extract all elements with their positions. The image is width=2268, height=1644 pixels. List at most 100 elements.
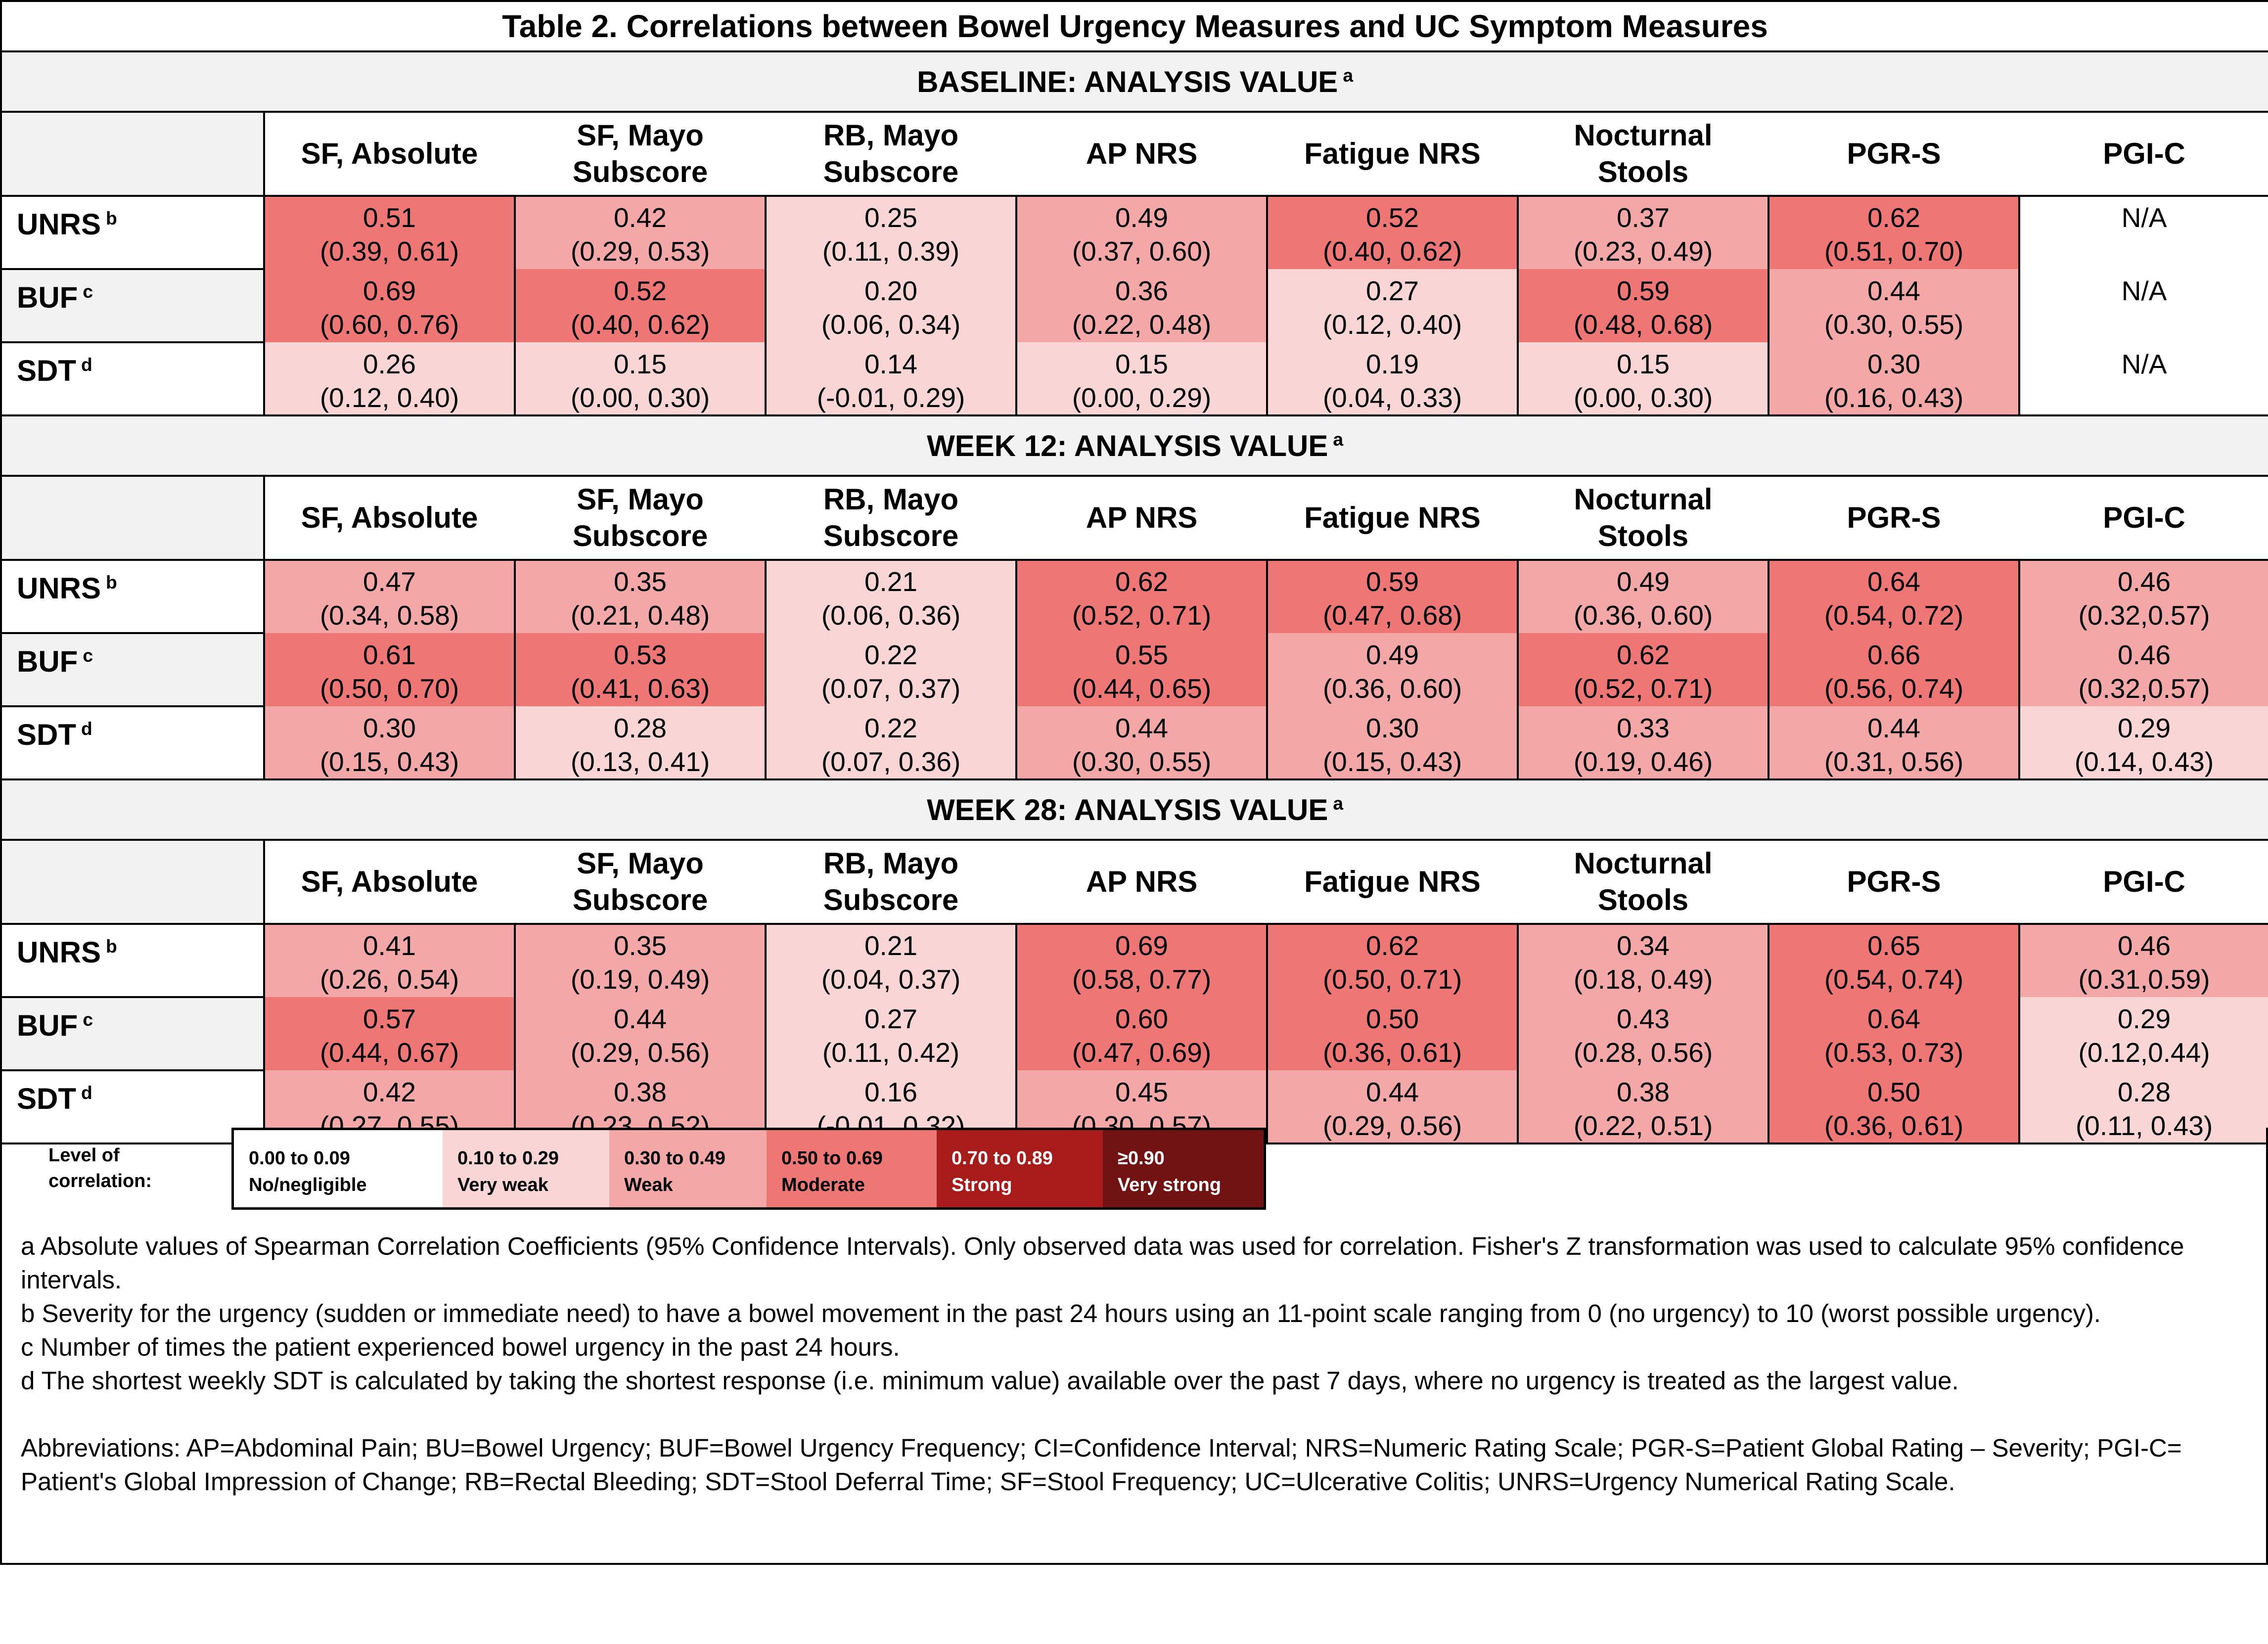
correlation-cell: 0.15 (0.00, 0.30) — [1517, 342, 1769, 416]
row-label: UNRS b — [0, 559, 265, 634]
confidence-interval: (0.12, 0.40) — [1322, 309, 1462, 340]
table-row: SDT d 0.30 (0.15, 0.43) 0.28 (0.13, 0.41) 0.22… — [0, 705, 2268, 780]
correlation-cell: 0.44 (0.29, 0.56) — [1266, 1070, 1519, 1144]
confidence-interval: (0.36, 0.60) — [1573, 600, 1713, 631]
column-header: Fatigue NRS — [1267, 111, 1518, 197]
correlation-cell: 0.59 (0.47, 0.68) — [1266, 559, 1519, 633]
footnote: a Absolute values of Spearman Correlatio… — [21, 1232, 2184, 1294]
correlation-value: 0.64 — [1867, 566, 1921, 597]
column-header: Fatigue NRS — [1267, 475, 1518, 561]
section-header-row: WEEK 12: ANALYSIS VALUE a — [0, 414, 2268, 477]
column-header: Nocturnal Stools — [1518, 475, 1769, 561]
correlation-cell: 0.20 (0.06, 0.34) — [765, 269, 1017, 342]
correlation-cell: 0.62 (0.51, 0.70) — [1768, 195, 2020, 269]
correlation-cell: 0.29 (0.12,0.44) — [2018, 997, 2268, 1070]
table-row: BUF c 0.57 (0.44, 0.67) 0.44 (0.29, 0.56) 0.27… — [0, 996, 2268, 1071]
correlation-cell: 0.34 (0.18, 0.49) — [1517, 923, 1769, 997]
correlation-value: 0.38 — [1616, 1077, 1670, 1107]
row-label: UNRS b — [0, 923, 265, 998]
correlation-cell: 0.53 (0.41, 0.63) — [514, 633, 767, 706]
row-label: SDT d — [0, 341, 265, 416]
footnotes: a Absolute values of Spearman Correlatio… — [0, 1219, 2268, 1565]
correlation-value: 0.59 — [1365, 566, 1419, 597]
correlation-cell: N/A — [2018, 269, 2268, 342]
correlation-cell: N/A — [2018, 342, 2268, 416]
row-label-footnote-mark: c — [83, 1008, 93, 1030]
correlation-value: 0.41 — [363, 930, 416, 961]
row-label-text: SDT — [17, 354, 76, 387]
correlation-value: 0.29 — [2118, 713, 2171, 743]
confidence-interval: (0.39, 0.61) — [319, 236, 459, 267]
correlation-value: 0.21 — [864, 566, 918, 597]
confidence-interval: (0.58, 0.77) — [1072, 964, 1212, 995]
column-header: PGR-S — [1769, 475, 2019, 561]
confidence-interval: (0.34, 0.58) — [319, 600, 459, 631]
confidence-interval: (0.56, 0.74) — [1824, 673, 1964, 704]
correlation-cell: 0.59 (0.48, 0.68) — [1517, 269, 1769, 342]
correlation-value: 0.45 — [1115, 1077, 1169, 1107]
column-header-line: RB, Mayo — [823, 483, 959, 516]
column-header-line: Stools — [1597, 155, 1689, 188]
legend-level-label: Weak — [624, 1175, 673, 1195]
correlation-cell: 0.65 (0.54, 0.74) — [1768, 923, 2020, 997]
column-header-line: PGI-C — [2103, 865, 2185, 898]
column-header-line: Nocturnal — [1574, 483, 1713, 516]
correlation-value: 0.43 — [1616, 1004, 1670, 1034]
row-label-text: BUF — [17, 1009, 78, 1042]
correlation-value: 0.20 — [864, 275, 918, 306]
correlation-cell: 0.55 (0.44, 0.65) — [1015, 633, 1268, 706]
table-row: BUF c 0.61 (0.50, 0.70) 0.53 (0.41, 0.63) 0.22… — [0, 632, 2268, 707]
correlation-cell: 0.30 (0.16, 0.43) — [1768, 342, 2020, 416]
legend-title: Level of correlation: — [48, 1142, 152, 1194]
correlation-cell: 0.46 (0.31,0.59) — [2018, 923, 2268, 997]
column-header: Nocturnal Stools — [1518, 839, 1769, 925]
correlation-cell: 0.26 (0.12, 0.40) — [263, 342, 516, 416]
confidence-interval: (0.32,0.57) — [2078, 600, 2210, 631]
header-corner-cell — [0, 839, 265, 925]
correlation-cell: 0.38 (0.22, 0.51) — [1517, 1070, 1769, 1144]
column-header-line: RB, Mayo — [823, 119, 959, 152]
column-header: RB, Mayo Subscore — [766, 475, 1016, 561]
column-header-line: SF, Mayo — [577, 119, 704, 152]
correlation-cell: 0.46 (0.32,0.57) — [2018, 559, 2268, 633]
confidence-interval: (0.11, 0.43) — [2075, 1110, 2213, 1141]
confidence-interval: (0.26, 0.54) — [319, 964, 459, 995]
correlation-value: 0.44 — [1867, 275, 1921, 306]
correlation-cell: 0.60 (0.47, 0.69) — [1015, 997, 1268, 1070]
column-header-line: SF, Mayo — [577, 483, 704, 516]
column-header-line: SF, Absolute — [301, 865, 478, 898]
correlation-cell: 0.69 (0.60, 0.76) — [263, 269, 516, 342]
correlation-value: 0.16 — [864, 1077, 918, 1107]
column-header-row: SF, Absolute SF, Mayo Subscore RB, Mayo Subs… — [0, 111, 2268, 197]
row-label-text: UNRS — [17, 208, 101, 241]
confidence-interval: (0.29, 0.56) — [1322, 1110, 1462, 1141]
correlation-value: 0.50 — [1365, 1004, 1419, 1034]
correlation-value: 0.49 — [1616, 566, 1670, 597]
section-title-text: BASELINE: ANALYSIS VALUE — [917, 65, 1338, 98]
confidence-interval: (0.36, 0.60) — [1322, 673, 1462, 704]
correlation-cell: 0.19 (0.04, 0.33) — [1266, 342, 1519, 416]
column-header-line: AP NRS — [1086, 137, 1198, 170]
correlation-value: 0.35 — [613, 566, 667, 597]
column-header: SF, Absolute — [263, 111, 515, 197]
correlation-cell: 0.50 (0.36, 0.61) — [1266, 997, 1519, 1070]
correlation-cell: 0.21 (0.04, 0.37) — [765, 923, 1017, 997]
correlation-cell: 0.22 (0.07, 0.36) — [765, 706, 1017, 780]
correlation-value: 0.42 — [613, 202, 667, 233]
confidence-interval: (0.52, 0.71) — [1573, 673, 1713, 704]
column-header-line: Stools — [1597, 519, 1689, 552]
correlation-value: 0.42 — [363, 1077, 416, 1107]
correlation-value: 0.62 — [1867, 202, 1921, 233]
column-header: AP NRS — [1016, 475, 1267, 561]
legend-level-range: 0.50 to 0.69 — [781, 1148, 883, 1169]
correlation-value: 0.15 — [1616, 349, 1670, 379]
confidence-interval: (0.12,0.44) — [2078, 1037, 2210, 1068]
confidence-interval: (0.21, 0.48) — [570, 600, 710, 631]
legend-level-range: 0.10 to 0.29 — [457, 1148, 559, 1169]
column-header: AP NRS — [1016, 111, 1267, 197]
confidence-interval: (0.53, 0.73) — [1824, 1037, 1964, 1068]
confidence-interval: (0.30, 0.55) — [1072, 746, 1212, 777]
table-row: UNRS b 0.47 (0.34, 0.58) 0.35 (0.21, 0.48) 0.2… — [0, 559, 2268, 634]
column-header: PGR-S — [1769, 111, 2019, 197]
